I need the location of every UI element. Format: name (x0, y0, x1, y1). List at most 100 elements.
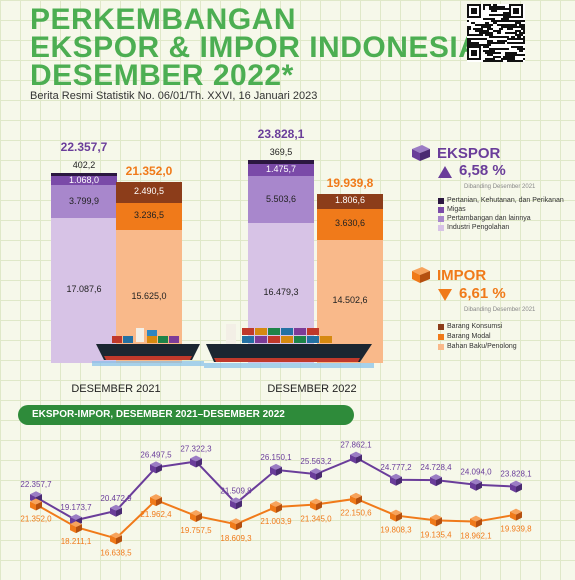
cargo-ship-icon (204, 324, 374, 368)
impor-value-label: 19.939,8 (500, 525, 532, 534)
legend-swatch-konsumsi (438, 324, 444, 330)
impor-value-label: 21.003,9 (260, 517, 292, 526)
impor-point (510, 508, 522, 521)
impor-value-label: 22.150,6 (340, 509, 372, 518)
legend-swatch-bahan-baku (438, 344, 444, 350)
legend-label-bahan-baku: Bahan Baku/Penolong (447, 343, 517, 350)
ekspor-note: Dibanding Desember 2021 (464, 184, 536, 190)
ekspor-value-label: 24.777,2 (380, 463, 412, 472)
impor-point (270, 500, 282, 513)
ekspor-bar-segment (51, 176, 117, 186)
impor-label: IMPOR (437, 267, 487, 284)
ekspor-point (470, 478, 482, 491)
ekspor-point (430, 474, 442, 487)
ekspor-total-label: 22.357,7 (60, 139, 108, 154)
ekspor-value-label: 19.173,7 (60, 503, 92, 512)
legend-label-modal: Barang Modal (447, 333, 491, 340)
ekspor-value-label: 27.322,3 (180, 444, 212, 453)
legend-swatch-modal (438, 334, 444, 340)
impor-point (150, 494, 162, 507)
impor-bar-segment (116, 202, 182, 231)
ekspor-value-label: 24.728,4 (420, 463, 452, 472)
ekspor-point (150, 461, 162, 474)
ekspor-point (230, 497, 242, 510)
ekspor-bar-segment (248, 163, 314, 177)
legend-label-pertambangan: Pertambangan dan lainnya (447, 215, 531, 222)
ekspor-value-label: 27.862,1 (340, 441, 372, 450)
ekspor-segment-label: 3.799,9 (68, 195, 100, 206)
ekspor-segment-label: 1.475,7 (265, 163, 297, 174)
ekspor-segment-label: 17.087,6 (66, 284, 102, 295)
title-line-1: PERKEMBANGAN (30, 3, 297, 36)
ekspor-value-label: 26.497,5 (140, 450, 172, 459)
impor-total-label: 19.939,8 (326, 175, 374, 190)
cargo-ship-icon (92, 328, 204, 366)
ekspor-bar-segment (248, 176, 314, 223)
ekspor-point (310, 468, 322, 481)
subtitle: Berita Resmi Statistik No. 06/01/Th. XXV… (30, 90, 318, 102)
impor-value-label: 19.135,4 (420, 530, 452, 539)
ekspor-point (510, 480, 522, 493)
impor-segment-label: 1.806,6 (334, 195, 366, 206)
impor-segment-label: 3.630,6 (334, 218, 366, 229)
legend-label-konsumsi: Barang Konsumsi (447, 323, 503, 330)
ekspor-segment-label: 402,2 (72, 159, 96, 170)
impor-point (430, 514, 442, 527)
ekspor-point (350, 451, 362, 464)
impor-segment-label: 3.236,5 (133, 210, 165, 221)
ekspor-point (270, 463, 282, 476)
impor-value-label: 21.352,0 (20, 514, 52, 523)
impor-value-label: 21.345,0 (300, 515, 332, 524)
impor-segment-label: 15.625,0 (131, 290, 167, 301)
title-line-2: EKSPOR & IMPOR INDONESIA (30, 31, 481, 64)
impor-point (30, 498, 42, 511)
impor-point (470, 515, 482, 528)
ekspor-point (110, 504, 122, 517)
legend-swatch-migas (438, 207, 444, 213)
ekspor-value-label: 20.472,9 (100, 494, 132, 503)
ekspor-value-label: 26.150,1 (260, 453, 292, 462)
ekspor-cube-icon (412, 145, 430, 161)
impor-cube-icon (412, 267, 430, 283)
legend-label-migas: Migas (447, 206, 466, 213)
legend-swatch-industri (438, 225, 444, 231)
ekspor-segment-label: 16.479,3 (263, 286, 299, 297)
legend-label-pertanian: Pertanian, Kehutanan, dan Perikanan (447, 197, 564, 204)
title-line-3: DESEMBER 2022* (30, 59, 294, 92)
ekspor-bar-segment (51, 185, 117, 218)
impor-point (70, 521, 82, 534)
ekspor-bar-segment (248, 160, 314, 164)
ekspor-segment-label: 1.068,0 (68, 174, 100, 185)
impor-bar-segment (317, 193, 383, 209)
ekspor-value-label: 24.094,0 (460, 468, 492, 477)
impor-value-label: 18.609,3 (220, 534, 252, 543)
impor-value-label: 18.962,1 (460, 532, 492, 541)
impor-bar-segment (317, 208, 383, 240)
ekspor-point (390, 473, 402, 486)
period-label-2021: DESEMBER 2021 (71, 383, 161, 395)
legend-swatch-pertanian (438, 198, 444, 204)
ekspor-value-label: 22.357,7 (20, 480, 52, 489)
period-label-2022: DESEMBER 2022 (267, 383, 357, 395)
impor-point (190, 509, 202, 522)
line-chart: 22.357,7 19.173,7 20.472,9 26.497,5 27.322,3… (20, 441, 532, 558)
line-chart-title: EKSPOR-IMPOR, DESEMBER 2021–DESEMBER 202… (18, 405, 354, 425)
impor-point (390, 509, 402, 522)
qr-code-icon[interactable] (467, 4, 525, 62)
ekspor-change: 6,58 % (459, 162, 506, 179)
impor-segment-label: 2.490,5 (133, 186, 165, 197)
legend-swatch-pertambangan (438, 216, 444, 222)
ekspor-segment-label: 369,5 (269, 147, 293, 158)
arrow-down-icon (438, 289, 452, 301)
impor-value-label: 18.211,1 (61, 537, 92, 546)
ekspor-point (190, 455, 202, 468)
ekspor-value-label: 23.828,1 (500, 470, 532, 479)
ekspor-label: EKSPOR (437, 145, 501, 162)
impor-segment-label: 14.502,6 (332, 295, 368, 306)
impor-value-label: 19.757,5 (180, 526, 212, 535)
ekspor-bar-segment (51, 172, 117, 177)
ekspor-value-label: 21.509,8 (220, 486, 252, 495)
ekspor-total-label: 23.828,1 (257, 127, 305, 142)
impor-point (110, 532, 122, 545)
ekspor-segment-label: 5.503,6 (265, 193, 297, 204)
